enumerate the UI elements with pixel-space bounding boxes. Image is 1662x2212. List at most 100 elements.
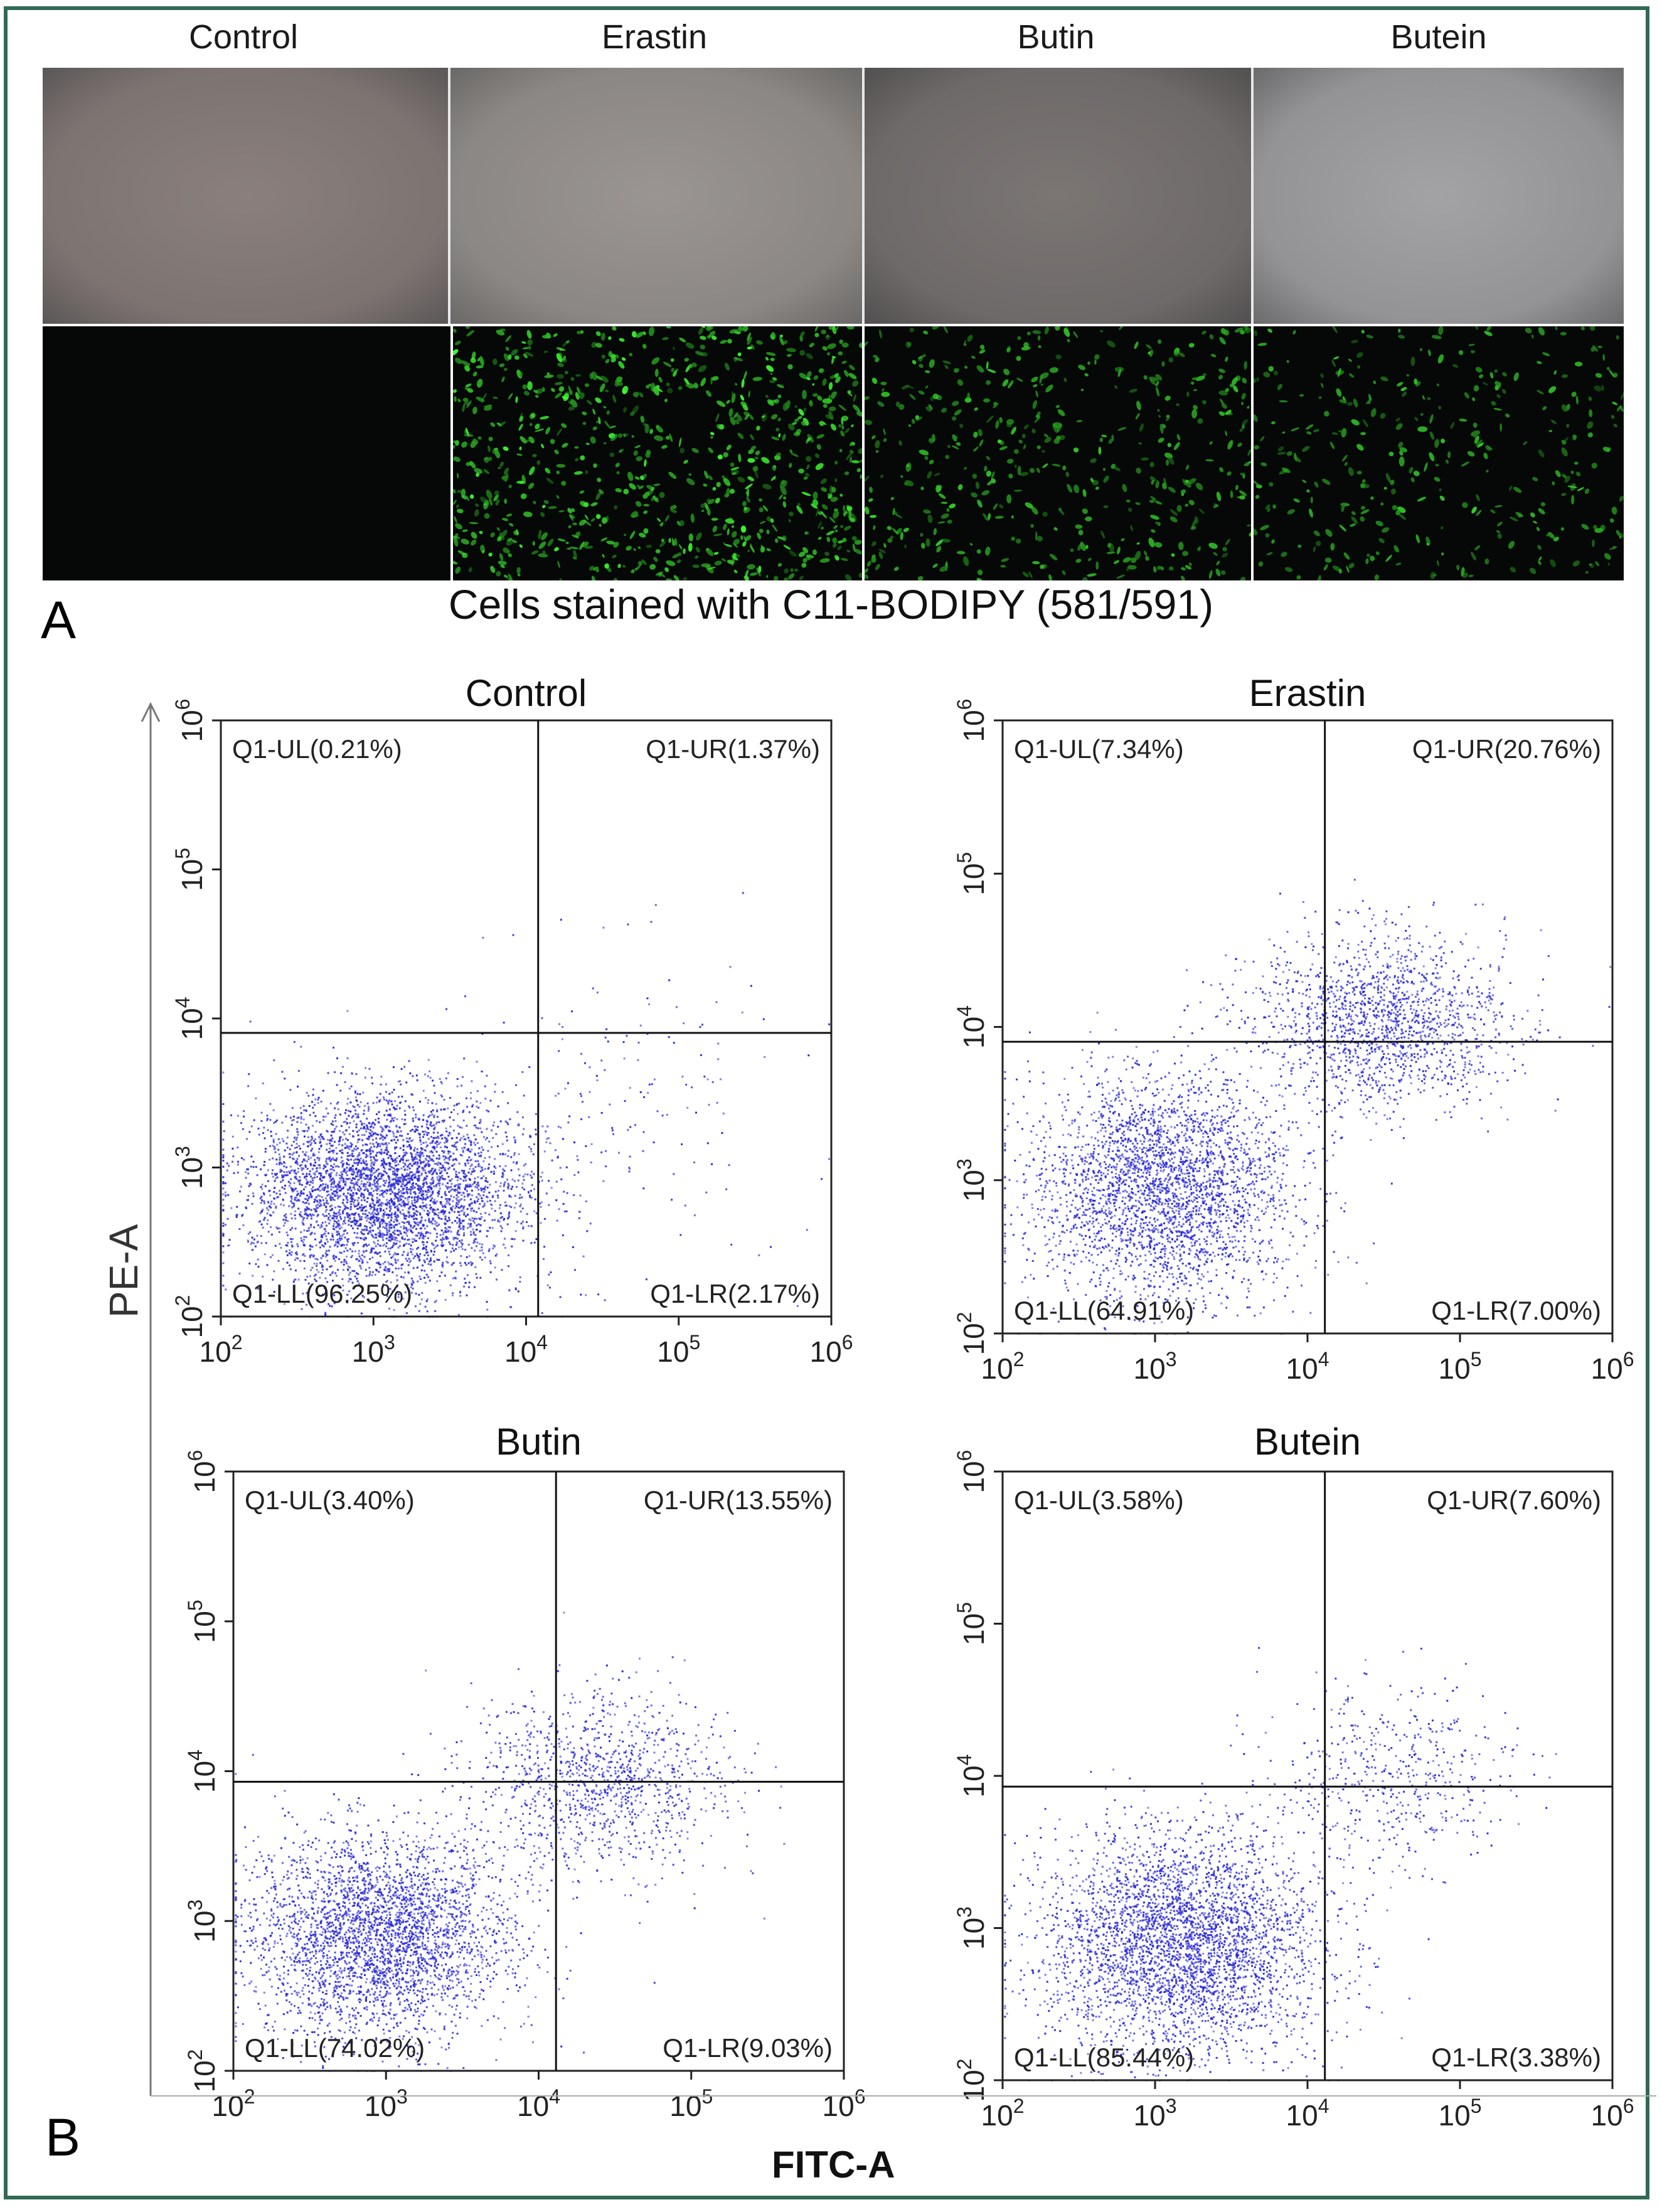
event-point [366, 1181, 369, 1183]
event-point [397, 1253, 399, 1255]
cell-spot [747, 336, 752, 345]
event-point [393, 1233, 396, 1236]
event-point [302, 1173, 304, 1175]
cell-spot [454, 341, 461, 345]
event-point [462, 1119, 465, 1122]
event-point [508, 1194, 511, 1197]
event-point [445, 1127, 447, 1130]
event-point [324, 1252, 327, 1254]
event-point [484, 1168, 486, 1170]
event-point [446, 1256, 448, 1259]
event-point [466, 1193, 469, 1195]
event-point [504, 1237, 506, 1240]
event-point [424, 1073, 426, 1076]
event-point [346, 1139, 349, 1141]
event-point [385, 1146, 388, 1149]
event-point [255, 1263, 257, 1265]
event-point [375, 1213, 378, 1216]
event-point [378, 1100, 381, 1102]
event-point [259, 1197, 262, 1200]
event-point [454, 1220, 457, 1222]
event-point [395, 1237, 398, 1239]
event-point [353, 1219, 356, 1221]
event-point [354, 1275, 356, 1278]
event-point [354, 1113, 357, 1115]
event-point [312, 1164, 315, 1167]
event-point [314, 1098, 317, 1101]
event-point [486, 1200, 489, 1203]
event-point [356, 1155, 359, 1158]
event-point [399, 1102, 402, 1104]
event-point [304, 1109, 307, 1111]
event-point [432, 1155, 435, 1157]
event-point [338, 1209, 341, 1211]
event-point [356, 1100, 358, 1103]
event-point [435, 1172, 438, 1174]
event-point [398, 1155, 400, 1157]
event-point [267, 1219, 269, 1222]
event-point [501, 1269, 503, 1271]
event-point [452, 1130, 455, 1132]
event-point [263, 1193, 265, 1195]
event-point [294, 1217, 297, 1220]
event-point [344, 1216, 346, 1219]
event-point [358, 1215, 361, 1217]
event-point [379, 1190, 381, 1192]
event-point [291, 1153, 294, 1156]
event-point [238, 1273, 241, 1274]
event-point [453, 1249, 455, 1252]
event-point [461, 1126, 463, 1129]
event-point [381, 1202, 384, 1205]
event-point [274, 1173, 277, 1175]
event-point [519, 1281, 521, 1283]
event-point [342, 1187, 344, 1189]
event-point [412, 1075, 414, 1077]
event-point [498, 1190, 499, 1192]
event-point [306, 1130, 309, 1132]
event-point [256, 1174, 258, 1177]
event-point [294, 1146, 296, 1149]
event-point [405, 1190, 408, 1193]
event-point [367, 1109, 370, 1112]
event-point [319, 1121, 321, 1123]
event-point [296, 1163, 299, 1165]
event-point [333, 1258, 335, 1260]
event-point [526, 1173, 529, 1176]
event-point [426, 1258, 429, 1260]
event-point [481, 1246, 483, 1249]
event-point [325, 1162, 328, 1165]
event-point [348, 1155, 351, 1157]
event-point [222, 1285, 225, 1287]
event-point [494, 1091, 496, 1093]
event-point [224, 1224, 226, 1226]
event-point [324, 1186, 326, 1189]
event-point [312, 1094, 314, 1096]
event-point [519, 1203, 522, 1205]
cell-spot [733, 538, 740, 545]
event-point [324, 1210, 327, 1213]
event-point [326, 1130, 328, 1132]
event-point [452, 1292, 454, 1295]
event-point [309, 1170, 311, 1173]
event-point [348, 1187, 351, 1190]
event-point [373, 1163, 375, 1166]
event-point [328, 1151, 330, 1153]
event-point [339, 1189, 342, 1192]
event-point [346, 1249, 349, 1252]
event-point [452, 1244, 454, 1246]
event-point [436, 1244, 439, 1247]
event-point [519, 1194, 521, 1196]
event-point [441, 1241, 444, 1244]
event-point [449, 1203, 451, 1205]
event-point [511, 1245, 513, 1248]
event-point [362, 1152, 365, 1155]
event-point [458, 1103, 461, 1105]
event-point [419, 1221, 422, 1223]
event-point [513, 1152, 516, 1155]
event-point [385, 1134, 388, 1136]
event-point [343, 1133, 346, 1136]
event-point [451, 1137, 454, 1140]
event-point [394, 1206, 397, 1209]
event-point [451, 1188, 454, 1190]
event-point [435, 1103, 437, 1105]
